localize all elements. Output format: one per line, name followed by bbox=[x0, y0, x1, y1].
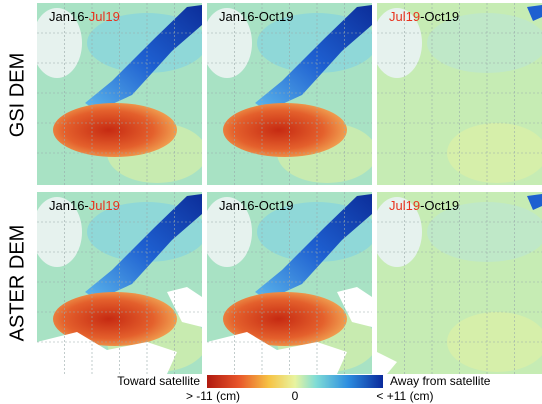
panel-label: Jan16-Jul19 bbox=[49, 9, 120, 24]
map-subsidence bbox=[223, 292, 347, 346]
map-subsidence bbox=[53, 292, 177, 346]
panel-label-part: Jul19 bbox=[89, 9, 120, 24]
panel-label-part: Jul19 bbox=[389, 198, 420, 213]
row-label: ASTER DEM bbox=[6, 225, 28, 342]
panel-label: Jan16-Jul19 bbox=[49, 198, 120, 213]
map-nodata bbox=[207, 332, 347, 374]
map-uplift bbox=[527, 5, 542, 21]
map-patch bbox=[377, 197, 422, 267]
colorbar-label: > -11 (cm) bbox=[186, 389, 240, 403]
map-panel bbox=[207, 3, 372, 185]
panel-label-part: Jan16-Oct19 bbox=[219, 198, 293, 213]
panel-label-part: Jan16-Oct19 bbox=[219, 9, 293, 24]
map-uplift bbox=[85, 194, 202, 300]
panel-label-part: Jan16- bbox=[49, 198, 89, 213]
map-panel bbox=[377, 3, 542, 185]
map-uplift bbox=[527, 194, 542, 210]
panel-label-part: Jul19 bbox=[89, 198, 120, 213]
panel-label-part: -Oct19 bbox=[420, 9, 459, 24]
map-uplift bbox=[85, 5, 202, 111]
map-patch bbox=[37, 8, 82, 78]
map-nodata bbox=[37, 332, 177, 374]
panel-label: Jul19-Oct19 bbox=[389, 9, 459, 24]
map-nodata bbox=[167, 287, 202, 327]
panel-label-part: Jan16- bbox=[49, 9, 89, 24]
panel-label: Jul19-Oct19 bbox=[389, 198, 459, 213]
map-nodata bbox=[377, 352, 397, 374]
map-uplift bbox=[255, 194, 372, 300]
map-patch bbox=[377, 8, 422, 78]
map-panel bbox=[207, 192, 372, 374]
map-panel bbox=[377, 192, 542, 374]
map-nodata bbox=[337, 287, 372, 327]
colorbar-label: 0 bbox=[292, 389, 299, 403]
colorbar-label: < +11 (cm) bbox=[376, 389, 433, 403]
map-panel bbox=[37, 192, 202, 374]
map-patch bbox=[207, 197, 252, 267]
map-subsidence bbox=[223, 103, 347, 157]
colorbar bbox=[207, 375, 383, 388]
row-label: GSI DEM bbox=[6, 53, 28, 137]
map-panel bbox=[37, 3, 202, 185]
map-patch bbox=[427, 13, 542, 73]
map-uplift bbox=[255, 5, 372, 111]
panel-label: Jan16-Oct19 bbox=[219, 9, 293, 24]
panel-label-part: -Oct19 bbox=[420, 198, 459, 213]
map-subsidence bbox=[53, 103, 177, 157]
colorbar-title: Away from satellite bbox=[390, 374, 491, 388]
map-patch bbox=[427, 202, 542, 262]
map-patch bbox=[207, 8, 252, 78]
colorbar-title: Toward satellite bbox=[117, 374, 200, 388]
map-patch bbox=[37, 197, 82, 267]
panel-label-part: Jul19 bbox=[389, 9, 420, 24]
panel-label: Jan16-Oct19 bbox=[219, 198, 293, 213]
